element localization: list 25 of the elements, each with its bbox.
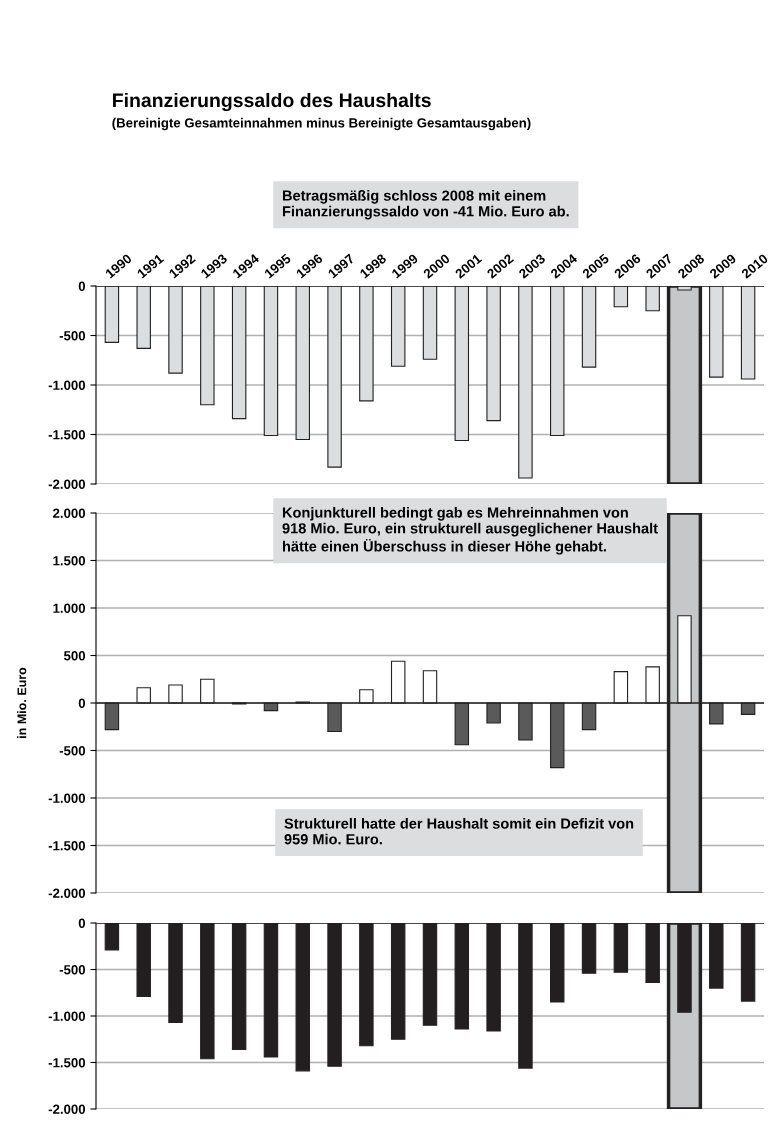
y-tick-label: 0 xyxy=(78,918,86,928)
y-tick-label: -2.000 xyxy=(48,888,86,898)
y-tick-label: 0 xyxy=(78,698,86,708)
y-tick-label: -1.000 xyxy=(48,793,86,803)
y-tick-label: -1.000 xyxy=(48,380,86,390)
y-tick-label: -2.000 xyxy=(48,479,86,489)
y-tick-label: 500 xyxy=(63,651,86,661)
chart-subtitle: (Bereinigte Gesamteinnahmen minus Bereinigte Gesamtausgaben) xyxy=(112,117,531,131)
y-tick-label: -1.500 xyxy=(48,1058,86,1068)
y-tick-label: -1.500 xyxy=(48,841,86,851)
y-tick-label: 1.500 xyxy=(53,556,86,566)
y-tick-label: -1.000 xyxy=(48,1011,86,1021)
chart-title: Finanzierungssaldo des Haushalts xyxy=(113,92,431,112)
y-tick-label: -1.500 xyxy=(48,430,86,440)
y-tick-label: -500 xyxy=(59,331,86,341)
y-axis-title: in Mio. Euro xyxy=(17,667,27,738)
y-tick-label: 1.000 xyxy=(53,603,86,613)
text: Betragsmäßig schloss 2008 mit einem Finanzierungssaldo von -41 Mio. Euro ab. xyxy=(282,190,569,220)
annotation: Strukturell hatte der Haushalt somit ein Defizit von 959 Mio. Euro. xyxy=(284,818,634,845)
y-tick-label: -500 xyxy=(59,965,86,975)
annotation: Konjunkturell bedingt gab es Mehreinnahmen von 918 Mio. Euro, ein strukturell ausgeglichener Haushalt hätte einen Überschuss in dieser Höhe gehabt. xyxy=(282,507,658,555)
y-tick-label: -2.000 xyxy=(48,1104,86,1114)
y-tick-label: 0 xyxy=(78,281,86,291)
y-tick-label: 2.000 xyxy=(53,508,86,518)
y-tick-label: -500 xyxy=(59,746,86,756)
